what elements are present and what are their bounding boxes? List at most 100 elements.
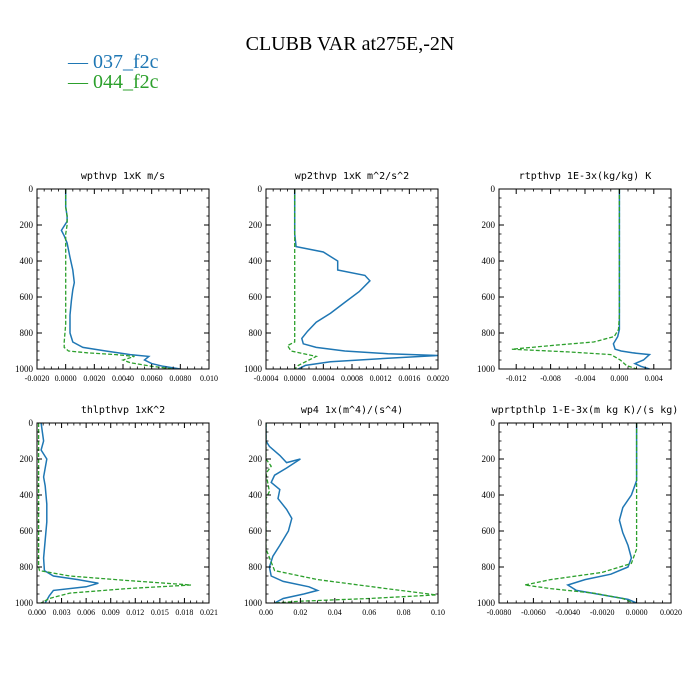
x-tick-label: 0.000 (610, 374, 628, 383)
series-line-037_f2c (566, 423, 638, 603)
x-tick-label: -0.0060 (521, 608, 546, 617)
panel-title: wprtpthlp 1-E-3x(m kg K)/(s kg) (492, 405, 679, 416)
x-tick-label: -0.008 (540, 374, 561, 383)
series-line-044_f2c (37, 423, 192, 603)
y-tick-label: 600 (482, 526, 496, 536)
y-tick-label: 1000 (244, 364, 263, 374)
legend-entry-1: — 037_f2c (67, 51, 159, 73)
y-tick-label: 0 (258, 184, 263, 194)
y-tick-label: 0 (491, 184, 496, 194)
figure-title: CLUBB VAR at275E,-2N (246, 33, 455, 55)
y-tick-label: 800 (20, 562, 34, 572)
x-tick-label: 0.10 (431, 608, 445, 617)
y-tick-label: 1000 (477, 364, 496, 374)
y-tick-label: 800 (482, 562, 496, 572)
y-tick-label: 200 (249, 454, 263, 464)
x-tick-label: 0.0060 (141, 374, 163, 383)
x-tick-label: 0.021 (200, 608, 218, 617)
plot-frame (36, 188, 210, 370)
plot-frame (498, 422, 672, 604)
x-tick-label: 0.004 (645, 374, 663, 383)
y-tick-label: 600 (20, 526, 34, 536)
series-line-044_f2c (63, 189, 174, 369)
plot-frame (36, 422, 210, 604)
x-tick-label: 0.0000 (284, 374, 306, 383)
series-line-037_f2c (266, 423, 320, 603)
y-tick-label: 200 (20, 454, 34, 464)
x-tick-label: 0.015 (151, 608, 169, 617)
y-tick-label: 400 (20, 490, 34, 500)
x-tick-label: -0.0020 (25, 374, 50, 383)
x-tick-label: 0.0000 (55, 374, 77, 383)
y-tick-label: 400 (20, 256, 34, 266)
panel-1: wpthvp 1xK m/s 0 200 400 600 800 1000-0.0020 0.… (15, 171, 218, 383)
x-tick-label: 0.0020 (660, 608, 682, 617)
y-tick-label: 400 (482, 256, 496, 266)
x-tick-label: 0.0012 (370, 374, 392, 383)
x-tick-label: -0.0020 (590, 608, 615, 617)
x-tick-label: 0.0008 (341, 374, 363, 383)
legend: — 037_f2c— 044_f2c (67, 51, 159, 93)
x-tick-label: 0.006 (77, 608, 95, 617)
y-tick-label: 1000 (15, 364, 34, 374)
x-tick-label: -0.0080 (487, 608, 512, 617)
x-tick-label: 0.0016 (398, 374, 420, 383)
x-tick-label: 0.0020 (427, 374, 449, 383)
y-tick-label: 400 (249, 256, 263, 266)
plot-frame (498, 188, 672, 370)
y-tick-label: 0 (29, 184, 34, 194)
y-tick-label: 200 (482, 220, 496, 230)
x-tick-label: 0.06 (362, 608, 376, 617)
y-tick-label: 200 (249, 220, 263, 230)
y-tick-label: 1000 (15, 598, 34, 608)
y-tick-label: 800 (249, 328, 263, 338)
x-tick-label: 0.02 (293, 608, 307, 617)
series-line-044_f2c (524, 423, 638, 603)
y-tick-label: 200 (20, 220, 34, 230)
panel-3: rtpthvp 1E-3x(kg/kg) K 0 200 400 600 800 1000 -… (477, 171, 672, 383)
x-tick-label: 0.0020 (83, 374, 105, 383)
panel-title: thlpthvp 1xK^2 (81, 405, 165, 416)
series-line-044_f2c (266, 423, 437, 603)
plot-frame (265, 422, 439, 604)
y-tick-label: 200 (482, 454, 496, 464)
y-tick-label: 600 (249, 292, 263, 302)
y-tick-label: 600 (249, 526, 263, 536)
legend-entry-2: — 044_f2c (67, 71, 159, 93)
panel-title: wp2thvp 1xK m^2/s^2 (295, 171, 409, 182)
panel-6: wprtpthlp 1-E-3x(m kg K)/(s kg) 0 200 400 60… (477, 405, 682, 617)
x-tick-label: 0.0080 (169, 374, 191, 383)
y-tick-label: 400 (249, 490, 263, 500)
y-tick-label: 800 (482, 328, 496, 338)
x-tick-label: 0.08 (397, 608, 411, 617)
y-tick-label: 0 (491, 418, 496, 428)
x-tick-label: 0.018 (175, 608, 193, 617)
x-tick-label: 0.012 (126, 608, 144, 617)
series-line-037_f2c (60, 189, 181, 369)
series-line-044_f2c (286, 189, 319, 369)
y-tick-label: 1000 (244, 598, 263, 608)
x-tick-label: 0.000 (28, 608, 46, 617)
x-tick-label: -0.004 (575, 374, 596, 383)
series-line-037_f2c (40, 423, 99, 603)
panel-2: wp2thvp 1xK m^2/s^2 0 200 400 600 800 1000-0.0… (244, 171, 449, 383)
x-tick-label: 0.0000 (626, 608, 648, 617)
panel-title: wpthvp 1xK m/s (81, 171, 165, 182)
y-tick-label: 0 (258, 418, 263, 428)
y-tick-label: 600 (20, 292, 34, 302)
x-tick-label: 0.04 (328, 608, 342, 617)
y-tick-label: 800 (249, 562, 263, 572)
y-tick-label: 800 (20, 328, 34, 338)
y-tick-label: 0 (29, 418, 34, 428)
y-tick-label: 400 (482, 490, 496, 500)
x-tick-label: -0.0040 (555, 608, 580, 617)
plot-frame (265, 188, 439, 370)
x-tick-label: 0.003 (53, 608, 71, 617)
y-tick-label: 600 (482, 292, 496, 302)
x-tick-label: 0.00 (259, 608, 273, 617)
x-tick-label: -0.0004 (254, 374, 279, 383)
